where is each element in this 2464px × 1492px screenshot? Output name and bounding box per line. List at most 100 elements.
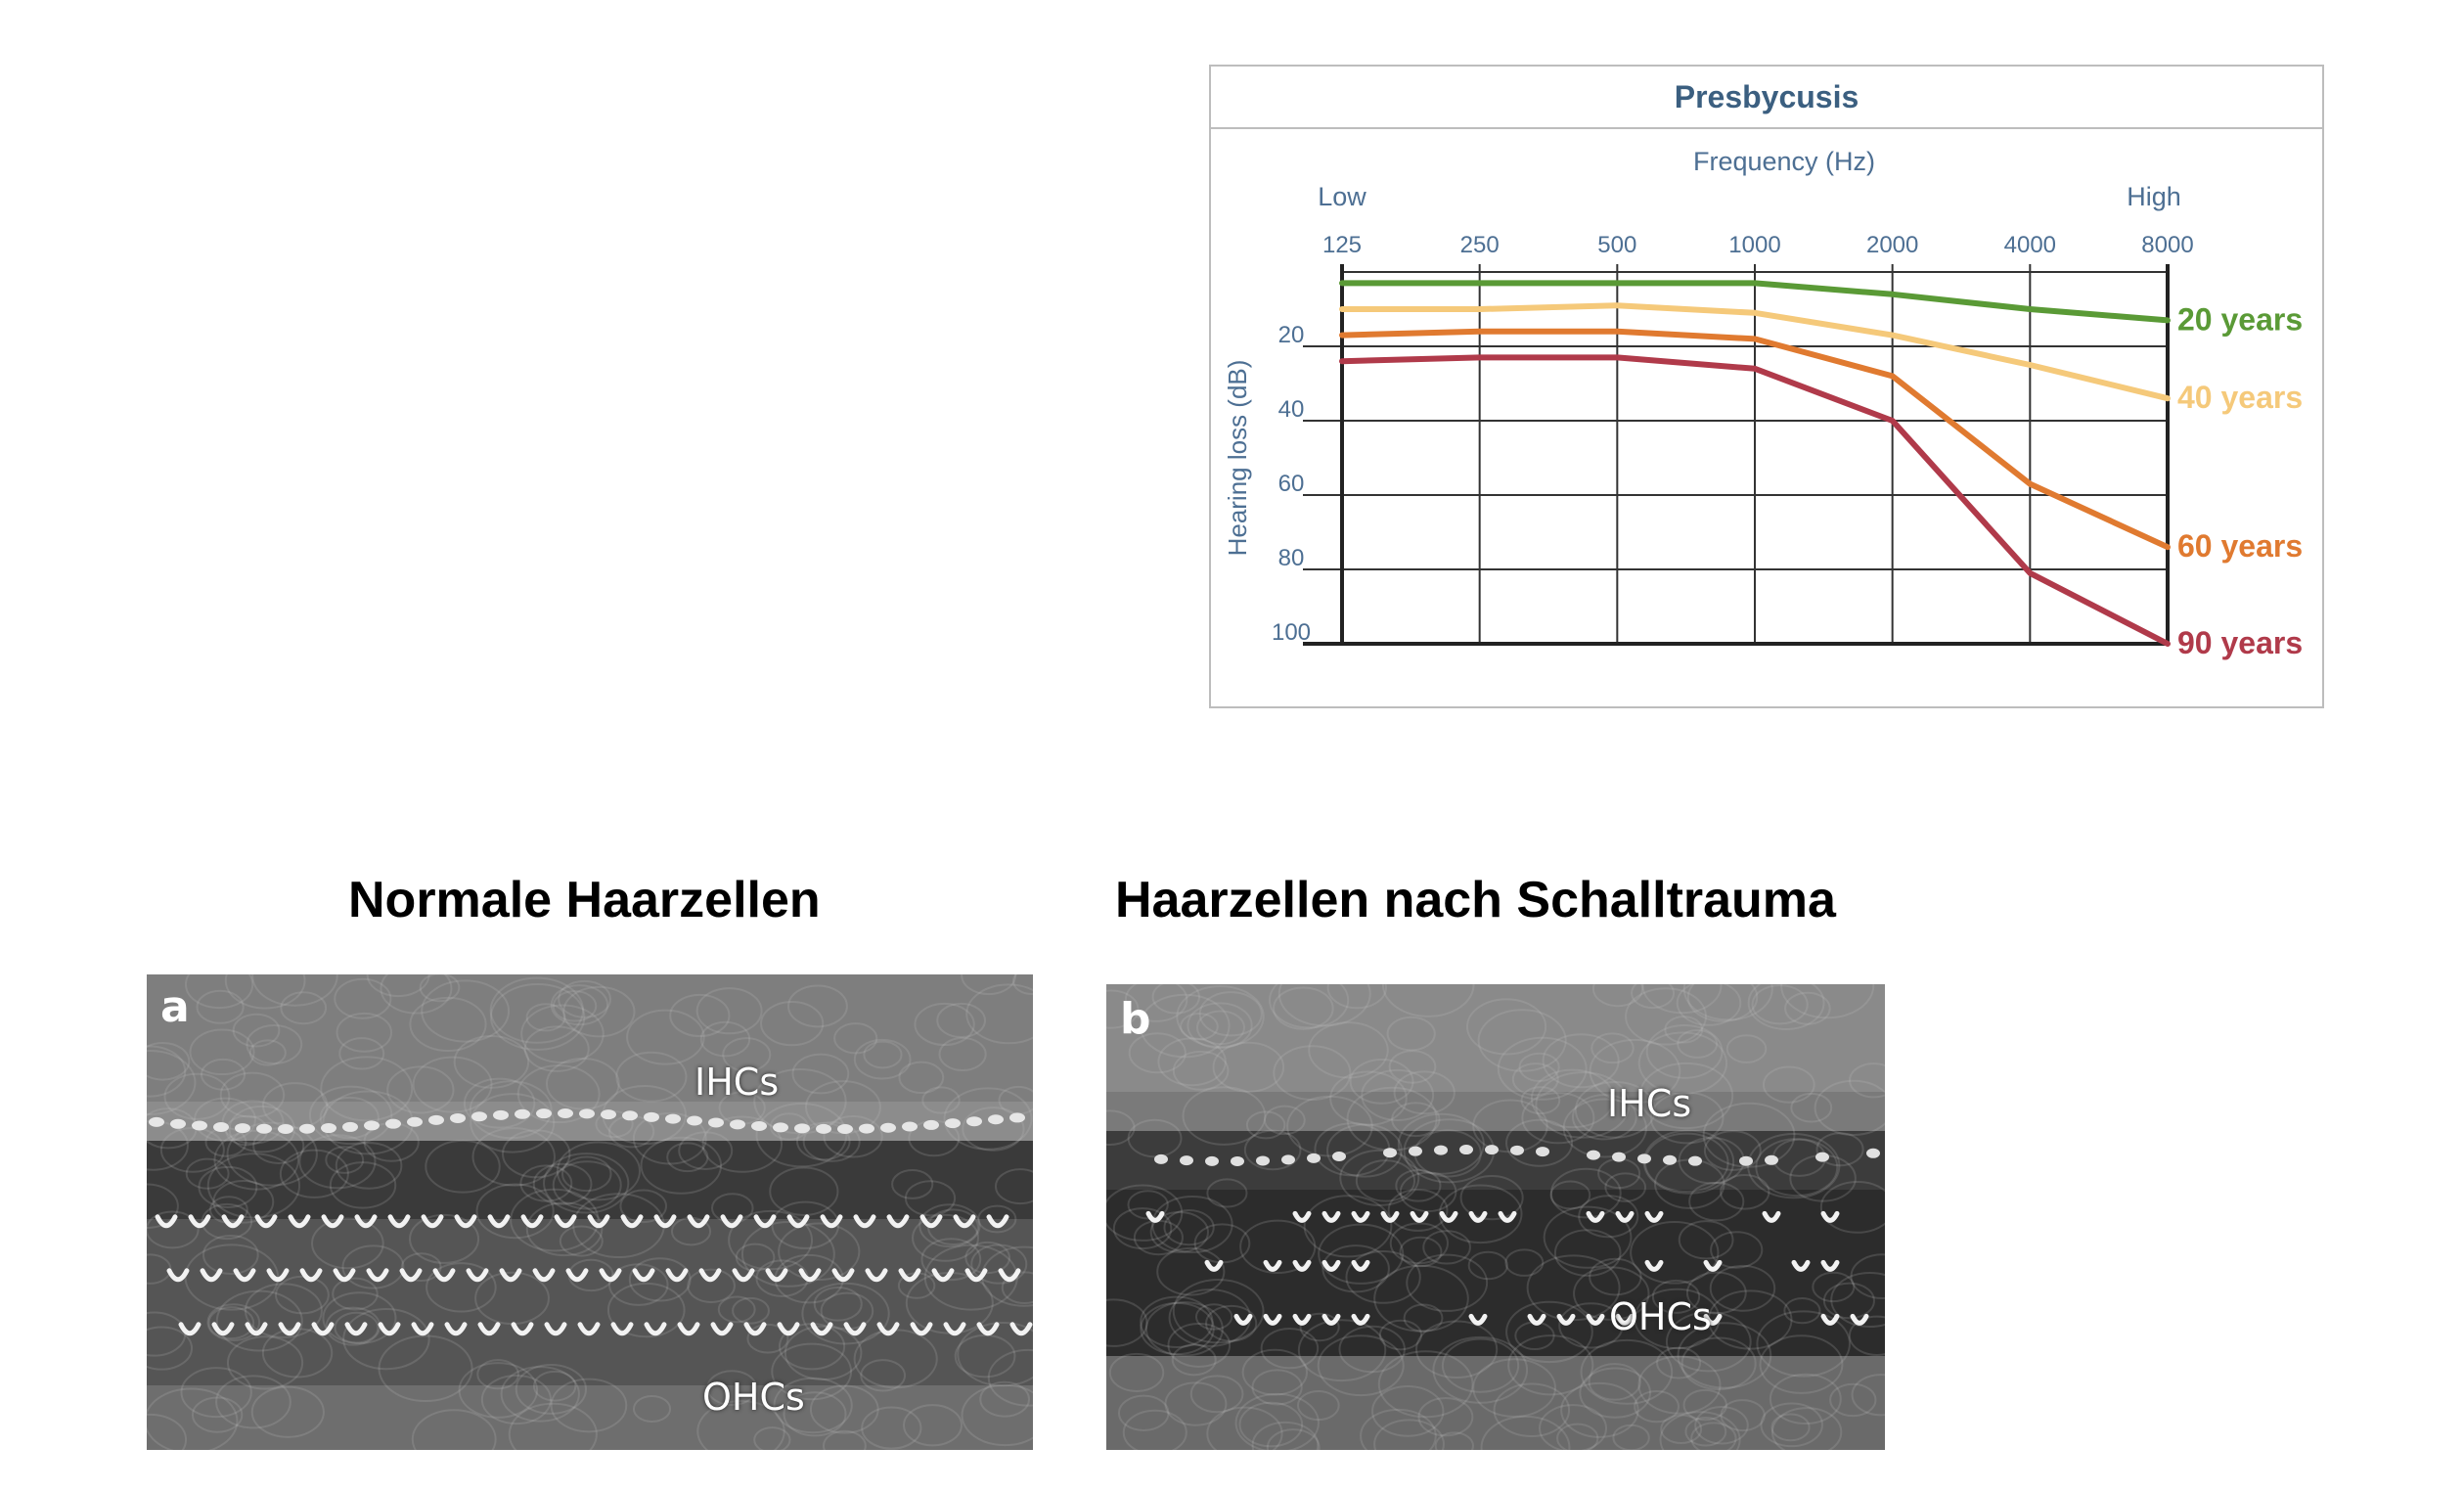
tissue-cell-outline [1422,1230,1471,1265]
tissue-cell-outline [1360,1408,1437,1450]
inner-hair-cell [1510,1145,1524,1155]
tissue-cell-outline [863,1040,903,1069]
tissue-cell-outline [1127,1190,1169,1220]
tissue-cell-outline [228,1105,295,1153]
inner-hair-cell [1409,1146,1422,1156]
tissue-cell-outline [280,991,328,1025]
hair-cell-bundle [387,1214,411,1229]
tissue-cell-outline [628,1257,692,1302]
tissue-cell-outline [1180,1013,1219,1041]
hair-cell-bundle [632,1268,655,1283]
inner-hair-cell [1231,1155,1244,1166]
tissue-cell-outline [1326,984,1387,1010]
tissue-cell-outline [728,1209,814,1271]
tissue-cell-outline [298,1134,377,1190]
tissue-cell-outline [519,1164,573,1202]
hair-cell-bundle [554,1214,577,1229]
tissue-band [1106,1092,1885,1131]
tissue-cell-outline [823,1115,883,1158]
tissue-cell-outline [632,1395,672,1424]
tissue-cell-outline [1106,1109,1136,1147]
tissue-cell-outline [386,1065,455,1114]
tissue-cell-outline [1151,984,1200,1015]
tissue-cell-outline [1612,1424,1650,1450]
tissue-cell-outline [1432,1335,1529,1404]
tissue-cell-outline [1403,1303,1444,1333]
tissue-cell-outline [1393,1070,1456,1115]
tissue-cell-outline [1589,1257,1642,1296]
tissue-cell-outline [1472,1099,1548,1153]
tissue-cell-outline [809,1384,879,1434]
tissue-cell-outline [523,1025,590,1072]
tissue-cell-outline [1391,1102,1441,1138]
tissue-cell-outline [453,1034,530,1089]
hair-cell-bundle [786,1214,810,1229]
tissue-cell-outline [706,1370,758,1407]
tissue-cell-outline [1371,1385,1445,1437]
tissue-cell-outline [1589,1038,1681,1105]
tissue-cell-outline [1273,1045,1352,1101]
tissue-cell-outline [1751,984,1809,1025]
tissue-cell-outline [1395,1169,1442,1202]
tissue-cell-outline [961,1383,1033,1447]
micrograph-trauma: b IHCs OHCs [1106,984,1885,1450]
tissue-cell-outline [334,977,392,1019]
inner-hair-cell [407,1116,423,1127]
tissue-cell-outline [1176,985,1265,1049]
hair-cell-bundle [943,1322,966,1336]
tissue-cell-outline [1815,1132,1864,1167]
hair-cell-bundle [1351,1313,1370,1326]
hair-cell-bundle [1204,1259,1224,1272]
tissue-cell-outline [1549,1167,1622,1219]
tissue-cell-outline [1308,1021,1389,1079]
inner-hair-cell [278,1123,293,1134]
x-tick-label: 8000 [2141,232,2193,258]
tissue-cell-outline [1659,1411,1741,1450]
tissue-cell-outline [755,1103,848,1168]
hair-cell-bundle [831,1268,855,1283]
inner-hair-cell [1765,1154,1778,1165]
hair-cell-bundle [477,1322,501,1336]
hair-cell-bundle [1322,1259,1341,1272]
tissue-cell-outline [1504,1248,1545,1277]
tissue-cell-outline [1631,984,1676,1010]
hair-cell-bundle [311,1322,335,1336]
inner-hair-cell [321,1123,336,1134]
tissue-cell-outline [1163,1209,1215,1246]
tissue-cell-outline [463,1077,536,1129]
tissue-cell-outline [1720,1399,1766,1432]
inner-hair-cell [966,1116,982,1127]
tissue-cell-outline [1562,1098,1647,1158]
tissue-cell-outline [336,1012,393,1053]
tissue-cell-outline [1625,987,1707,1046]
tissue-cell-outline [1556,1423,1599,1450]
tissue-cell-outline [147,1183,179,1229]
hair-cell-bundle [188,1214,211,1229]
tissue-cell-outline [147,1210,200,1249]
tissue-cell-outline [813,1286,863,1322]
hair-cell-bundle [288,1214,311,1229]
tissue-cell-outline [1434,1431,1474,1450]
hair-cell-bundle [421,1214,444,1229]
hair-cell-bundle [1263,1313,1282,1326]
tissue-cell-outline [640,1136,723,1195]
inner-hair-cell [1485,1145,1499,1155]
tissue-cell-outline [1388,1050,1437,1084]
hair-cell-bundle [1410,1210,1429,1223]
tissue-cell-outline [1140,1301,1215,1356]
tissue-cell-outline [1814,1079,1885,1136]
hair-cell-bundle [953,1214,976,1229]
tissue-cell-outline [147,1326,194,1371]
tissue-cell-outline [232,1013,281,1048]
tissue-cell-outline [771,1200,840,1249]
tissue-cell-outline [1273,986,1334,1030]
hair-cell-bundle [1498,1210,1517,1223]
tissue-cell-outline [1472,1358,1556,1418]
tissue-cell-outline [1206,1406,1283,1450]
tissue-cell-outline [1760,1402,1823,1448]
tissue-cell-outline [1702,1102,1796,1168]
tissue-cell-outline [275,1275,330,1315]
tissue-cell-outline [1521,1092,1595,1145]
tissue-cell-outline [552,990,598,1022]
inner-hair-cell [665,1113,681,1124]
